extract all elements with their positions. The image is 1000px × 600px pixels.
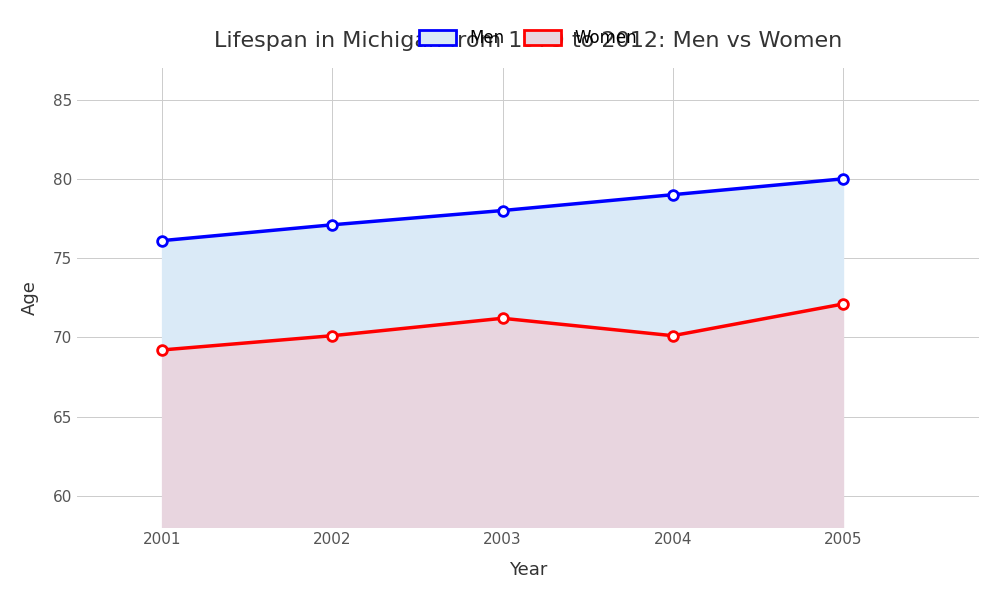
Title: Lifespan in Michigan from 1979 to 2012: Men vs Women: Lifespan in Michigan from 1979 to 2012: … xyxy=(214,31,842,51)
Y-axis label: Age: Age xyxy=(21,280,39,315)
Legend: Men, Women: Men, Women xyxy=(411,21,645,56)
X-axis label: Year: Year xyxy=(509,561,547,579)
